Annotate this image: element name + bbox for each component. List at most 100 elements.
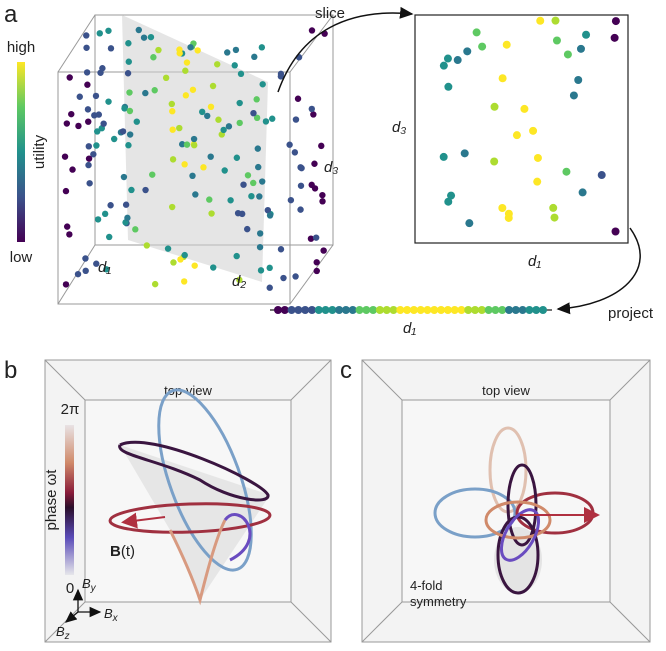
panel-label: b [4,357,17,384]
point [90,151,97,158]
point [375,306,384,314]
point [250,109,257,117]
point [611,227,620,236]
point [103,266,110,273]
point [224,49,231,56]
point [192,191,199,198]
point [66,231,73,238]
point [244,225,251,233]
loops [108,388,272,606]
point [215,116,222,123]
point [74,270,82,278]
point [110,135,118,143]
point [256,230,264,237]
point [280,274,287,282]
point [244,172,252,179]
point [221,167,228,174]
point [237,70,245,78]
axis-label: d₁ [403,320,416,337]
point [140,34,148,41]
point [234,209,242,217]
point [181,251,188,259]
point [187,44,194,51]
point [457,306,466,314]
point [335,306,344,314]
point [280,306,289,314]
point [319,191,326,199]
point [66,74,73,81]
point [181,161,188,168]
projection-points [274,306,547,314]
point [320,247,327,254]
point [259,178,266,185]
point [85,143,92,150]
point [341,306,350,314]
point [120,173,128,181]
point [189,86,197,93]
point [236,276,243,284]
point [147,33,155,41]
point [256,243,264,251]
point [83,44,90,51]
point [578,188,587,197]
point [121,105,128,112]
note-line: symmetry [410,594,467,609]
point [180,278,188,285]
point [348,306,357,314]
point [253,96,260,103]
point [240,181,247,188]
point [552,36,561,45]
point [308,27,316,34]
point [208,210,215,217]
axis-label: d₁ [528,253,541,270]
point [563,50,572,59]
colorbar-title: phase ωt [43,469,60,531]
point [178,141,186,148]
point [132,226,139,233]
point [107,202,114,209]
point [248,192,255,200]
point [227,197,234,204]
point [610,33,619,42]
point [582,30,591,39]
point [83,32,90,39]
point [286,141,293,148]
point [396,306,405,314]
point [518,306,527,314]
point [143,242,151,249]
point [490,157,499,166]
point [532,306,541,314]
colorbar [17,62,25,242]
axis-label: Bx [104,606,119,624]
point [266,212,274,219]
point [200,164,207,171]
point [439,152,448,161]
point [611,17,620,26]
point [124,214,131,222]
point [287,306,296,314]
point [105,27,112,34]
point [63,223,71,230]
point [191,262,198,269]
point [539,306,547,314]
point [162,74,170,82]
project-arrow [556,227,641,315]
point [409,306,418,314]
point [126,89,133,96]
point [142,186,149,194]
point [251,53,258,61]
point [85,161,92,169]
point [100,120,107,127]
axis-label: By [82,576,97,594]
point [76,93,83,100]
point [525,306,534,314]
point [533,177,542,186]
point [498,203,507,212]
point [264,206,272,214]
panel-label: c [340,357,352,384]
point [214,61,221,68]
point [75,122,82,130]
point [83,69,91,76]
project-caption: project [608,305,654,322]
point [437,306,446,314]
